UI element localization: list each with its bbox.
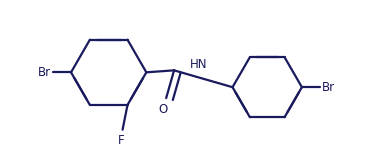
Text: Br: Br xyxy=(322,81,335,94)
Text: HN: HN xyxy=(190,58,207,71)
Text: F: F xyxy=(118,134,125,147)
Text: Br: Br xyxy=(38,66,51,79)
Text: O: O xyxy=(158,103,168,116)
